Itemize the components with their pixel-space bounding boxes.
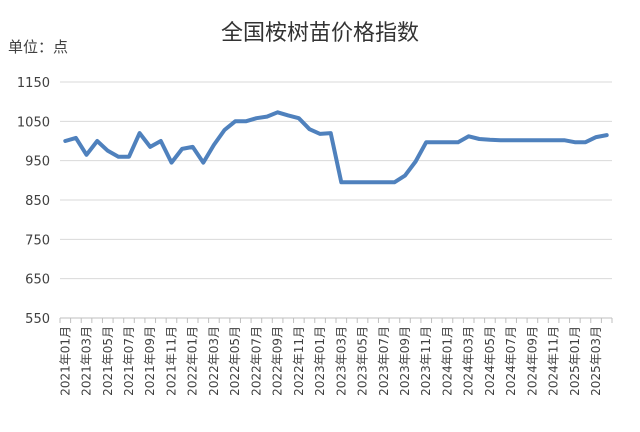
- series-group: [63, 110, 609, 185]
- y-tick-label: 1150: [17, 76, 50, 91]
- x-tick-label: 2025年01月: [568, 326, 582, 396]
- y-axis: 550 650 750 850 950 1050 1150: [17, 76, 50, 327]
- y-tick-label: 550: [25, 312, 50, 327]
- chart-title: 全国桉树苗价格指数: [221, 21, 419, 46]
- x-tick-label: 2021年03月: [80, 326, 94, 396]
- x-tick-label: 2021年09月: [143, 326, 157, 396]
- x-tick-label: 2022年01月: [186, 326, 200, 396]
- x-tick-label: 2023年07月: [377, 326, 391, 396]
- x-tick-label: 2024年03月: [462, 326, 476, 396]
- gridlines: [60, 81, 612, 319]
- y-tick-label: 850: [25, 194, 50, 209]
- x-tick-label: 2021年07月: [122, 326, 136, 396]
- x-tick-label: 2024年07月: [504, 326, 518, 396]
- y-tick-label: 650: [25, 273, 50, 288]
- x-tick-label: 2025年03月: [589, 326, 603, 396]
- x-tick-label: 2024年11月: [547, 326, 561, 396]
- x-tick-label: 2024年01月: [440, 326, 454, 396]
- x-tick-label: 2024年05月: [483, 326, 497, 396]
- y-tick-label: 1050: [17, 115, 50, 130]
- y-tick-label: 950: [25, 155, 50, 170]
- x-tick-label: 2022年03月: [207, 326, 221, 396]
- x-tick-label: 2021年05月: [101, 326, 115, 396]
- y-tick-label: 750: [25, 233, 50, 248]
- x-tick-label: 2022年05月: [228, 326, 242, 396]
- x-tick-label: 2023年05月: [356, 326, 370, 396]
- x-tick-label: 2023年03月: [334, 326, 348, 396]
- x-tick-label: 2021年11月: [164, 326, 178, 396]
- unit-label: 单位：点: [8, 38, 68, 56]
- x-tick-label: 2021年01月: [58, 326, 72, 396]
- series-line: [63, 110, 609, 185]
- x-tick-label: 2023年09月: [398, 326, 412, 396]
- x-tick-label: 2024年09月: [525, 326, 539, 396]
- x-tick-label: 2022年11月: [292, 326, 306, 396]
- x-tick-label: 2022年07月: [249, 326, 263, 396]
- x-tick-label: 2023年11月: [419, 326, 433, 396]
- x-axis: 2021年01月 2021年03月 2021年05月 2021年07月 2021年09月…: [58, 318, 613, 396]
- x-tick-label: 2022年09月: [271, 326, 285, 396]
- x-tick-label: 2023年01月: [313, 326, 327, 396]
